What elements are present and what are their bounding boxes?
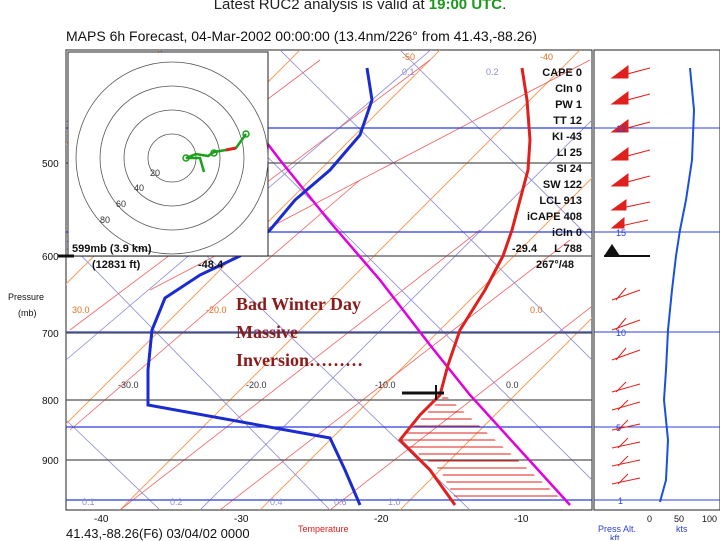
- forecast-subtitle: MAPS 6h Forecast, 04-Mar-2002 00:00:00 (…: [66, 28, 537, 44]
- pressure-tick: 800: [42, 396, 59, 407]
- isotherm-label: -10.0: [375, 380, 396, 390]
- isotherm-label: 0.0: [530, 305, 543, 315]
- stability-indices: CAPE 0 CIn 0 PW 1 TT 12 KI -43 LI 25 SI 24 SW 1…: [527, 67, 583, 255]
- index-sw: SW 122: [543, 179, 582, 191]
- cursor-wind: 267°/48: [536, 259, 574, 271]
- temperature-tick: -10: [514, 514, 529, 525]
- wind-barbs: [610, 65, 651, 485]
- mixing-label: 0.4: [270, 497, 283, 507]
- pressure-tick: 900: [42, 456, 59, 467]
- height-label: 5: [616, 423, 621, 433]
- temperature-trace: [397, 67, 532, 506]
- hodograph-ring: [99, 85, 245, 231]
- mixing-label: 0.1: [402, 67, 415, 77]
- dewpoint-trace: [146, 67, 374, 506]
- cursor-level: 599mb (3.9 km): [72, 243, 152, 255]
- wind-panel-frame: [593, 49, 720, 511]
- cursor-dewpoint: -29.4: [512, 243, 538, 255]
- cursor-temp: -48.4: [198, 259, 224, 271]
- hodograph-point: [182, 154, 190, 162]
- pressure-tick: 600: [42, 252, 59, 263]
- parcel-trace: [207, 65, 571, 506]
- isotherm-label: -20.0: [206, 305, 227, 315]
- index-li: LI 25: [557, 147, 582, 159]
- pressure-tick: 500: [42, 159, 59, 170]
- wind-axis-tick: 0: [647, 514, 652, 524]
- cursor-wind-barb: [604, 244, 620, 256]
- mixing-label: 0.2: [486, 67, 499, 77]
- wind-axis-tick: 100: [702, 514, 717, 524]
- pressure-axis: 500 600 700 800 900 Pressure (mb): [8, 159, 74, 467]
- hodograph-point: [210, 149, 218, 157]
- isobar-lines: [66, 127, 592, 501]
- hodograph-frame: [67, 51, 269, 257]
- annotation-line: Bad Winter Day: [236, 294, 362, 314]
- hodograph-ring: [75, 61, 269, 255]
- mixing-label: 1.0: [388, 497, 401, 507]
- index-cin: CIn 0: [555, 83, 582, 95]
- cursor-height: (12831 ft): [92, 259, 141, 271]
- index-si: SI 24: [556, 163, 583, 175]
- index-icin: iCIn 0: [552, 227, 582, 239]
- wind-axis-label: kft: [610, 533, 620, 540]
- hodograph-current: [225, 146, 237, 152]
- pressure-axis-title: Pressure: [8, 292, 44, 302]
- index-icape: iCAPE 408: [527, 211, 582, 223]
- hodograph: 20 40 60 80: [67, 51, 269, 257]
- isotherm-label: -30.0: [118, 380, 139, 390]
- index-pw: PW 1: [555, 99, 582, 111]
- mixing-label: 0.2: [170, 497, 183, 507]
- hodograph-ring-label: 20: [150, 168, 160, 178]
- inversion-hatch: [400, 395, 560, 498]
- mixing-label: 0.6: [334, 497, 347, 507]
- pressure-tick: 700: [42, 329, 59, 340]
- temperature-tick: -40: [94, 514, 109, 525]
- hodograph-ring: [123, 109, 221, 207]
- height-label: 10: [616, 328, 626, 338]
- station-footer: 41.43,-88.26(F6) 03/04/02 0000: [66, 526, 250, 541]
- temperature-tick: -20: [374, 514, 389, 525]
- analysis-header: Latest RUC2 analysis is valid at 19:00 U…: [0, 0, 720, 13]
- hodograph-ring-label: 40: [134, 183, 144, 193]
- isotherm-label-group: -50 -40 30.0 -20.0 0.0 -30.0 -20.0 -10.0…: [72, 52, 553, 507]
- pressure-axis-unit: (mb): [18, 308, 37, 318]
- wind-axis-label: kts: [676, 524, 688, 534]
- height-label: 15: [616, 228, 626, 238]
- wind-panel: 12 15 10 5 1 0 50 100 Press Alt. kft kts: [593, 49, 720, 540]
- index-lcl: LCL 913: [539, 195, 582, 207]
- cursor-readout: 599mb (3.9 km) (12831 ft) -48.4 -29.4 26…: [72, 243, 574, 271]
- isotherm-label: 0.0: [506, 380, 519, 390]
- isotherm-label: -20.0: [246, 380, 267, 390]
- temperature-axis-title: Temperature: [298, 524, 349, 534]
- index-ki: KI -43: [552, 131, 582, 143]
- wind-axis-tick: 50: [674, 514, 684, 524]
- isotherm-label: -50: [402, 52, 415, 62]
- wind-panel-marker: 12: [616, 124, 626, 134]
- skewt-background: -50 -40 30.0 -20.0 0.0 -30.0 -20.0 -10.0…: [66, 50, 592, 510]
- inversion-annotation: Bad Winter Day Massive Inversion………: [236, 290, 363, 374]
- temperature-axis: -40 -30 -20 -10 Temperature: [94, 514, 529, 534]
- annotation-line: Inversion………: [236, 350, 364, 370]
- hodograph-point: [242, 130, 250, 138]
- hodograph-ring-label: 60: [116, 199, 126, 209]
- isotherm-label: -40: [540, 52, 553, 62]
- index-l: L 788: [554, 243, 582, 255]
- wind-speed-profile: [659, 67, 696, 503]
- hodograph-ring-label: 80: [100, 215, 110, 225]
- height-label: 1: [618, 496, 623, 506]
- temperature-tick: -30: [234, 514, 249, 525]
- wind-axis-label: Press Alt.: [598, 524, 636, 534]
- isotherm-label: 30.0: [72, 305, 90, 315]
- mixing-label: 0.1: [82, 497, 95, 507]
- valid-time: 19:00 UTC: [428, 0, 503, 13]
- index-cape: CAPE 0: [542, 67, 582, 79]
- annotation-line: Massive: [236, 322, 298, 342]
- index-tt: TT 12: [553, 115, 582, 127]
